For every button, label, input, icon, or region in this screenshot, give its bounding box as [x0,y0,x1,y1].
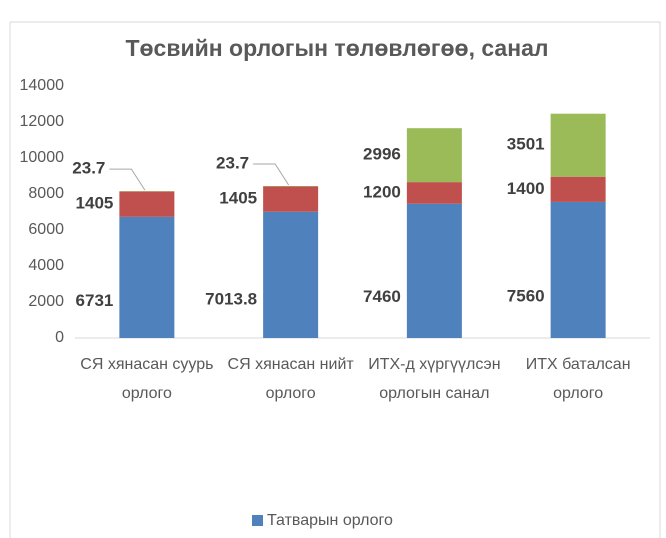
data-label: 23.7 [216,154,249,173]
bar-segment [550,201,606,338]
data-label: 2996 [363,145,401,164]
data-label: 1400 [507,179,545,198]
bar-segment [119,216,175,338]
data-label: 1405 [76,194,114,213]
x-tick-label: ИТХ-д хүргүүлсэн орлогын санал [368,356,500,402]
y-tick-label: 14000 [20,77,65,94]
data-label: 1200 [363,182,401,201]
bar-segment [406,203,462,338]
y-tick-label: 12000 [20,113,65,130]
y-tick-label: 2000 [28,293,64,310]
y-tick-label: 6000 [28,221,64,238]
y-tick-label: 0 [55,329,64,346]
y-tick-label: 8000 [28,185,64,202]
y-tick-label: 10000 [20,149,65,166]
bar-segment [119,191,175,217]
data-label: 23.7 [72,159,105,178]
bar-segment [263,186,319,212]
data-label: 1405 [219,189,257,208]
data-label: 7460 [363,287,401,306]
bar-segment [406,128,462,183]
legend-swatch [252,515,263,526]
chart-title: Төсвийн орлогын төлөвлөгөө, санал [125,35,548,61]
data-label: 7013.8 [205,290,257,309]
data-label: 6731 [76,291,114,310]
bar-segment [550,176,606,202]
data-label: 3501 [507,135,545,154]
x-tick-label: СЯ хянасан суурь орлого [80,356,213,402]
bar-segment [550,113,606,177]
x-tick-label: СЯ хянасан нийт орлого [228,356,355,402]
data-label: 7560 [507,287,545,306]
x-tick-label: ИТХ баталсан орлого [526,356,631,402]
leader-line [109,168,146,191]
bar-segment [406,182,462,204]
bar-segment [263,211,319,338]
legend-label: Татварын орлого [267,512,393,529]
leader-line [253,163,290,186]
y-tick-label: 4000 [28,257,64,274]
